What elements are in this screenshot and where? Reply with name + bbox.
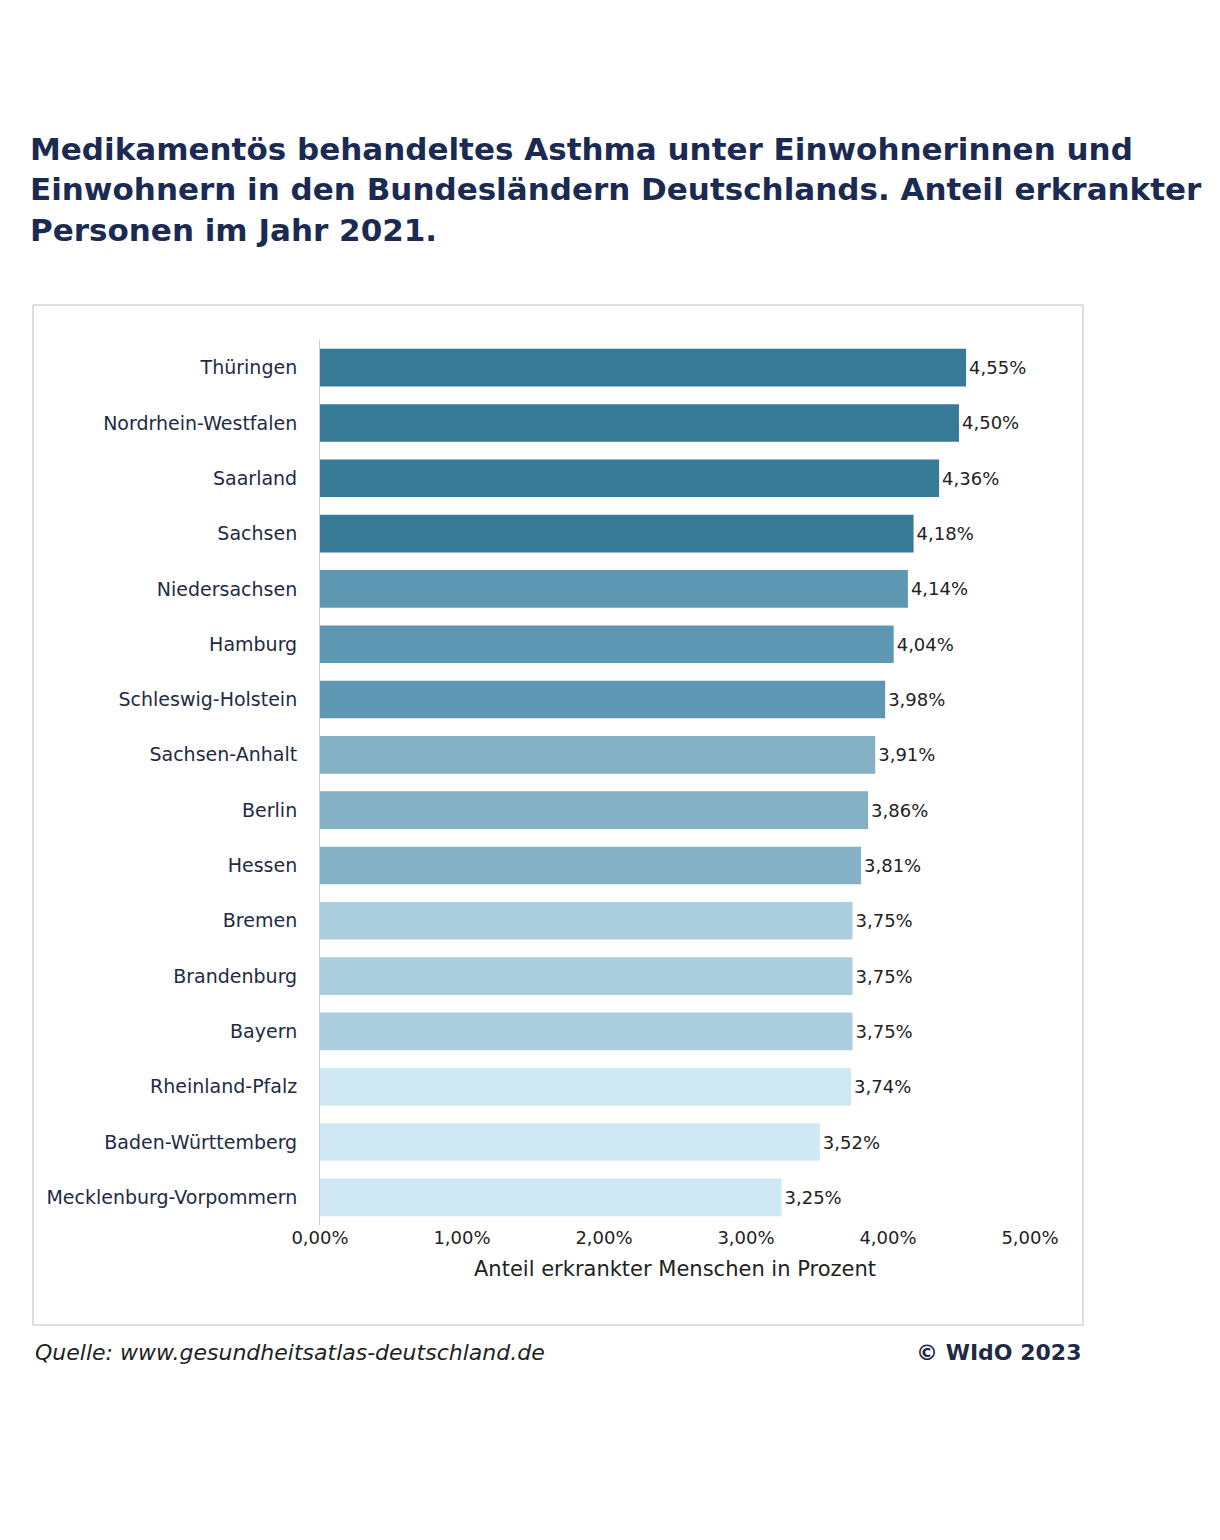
svg-text:Medikamentös behandeltes Asthm: Medikamentös behandeltes Asthma unter Ei… [30, 131, 1202, 248]
svg-text:4,55%: 4,55% [969, 357, 1026, 378]
svg-text:Baden-Württemberg: Baden-Württemberg [104, 1131, 297, 1153]
svg-text:3,98%: 3,98% [888, 689, 945, 710]
svg-text:Anteil erkrankter Menschen in: Anteil erkrankter Menschen in Prozent [474, 1257, 876, 1281]
svg-text:Niedersachsen: Niedersachsen [157, 578, 297, 600]
svg-text:3,75%: 3,75% [856, 910, 913, 931]
svg-text:4,14%: 4,14% [911, 578, 968, 599]
svg-text:4,00%: 4,00% [859, 1227, 916, 1248]
svg-text:Bremen: Bremen [223, 909, 297, 931]
svg-text:4,04%: 4,04% [897, 634, 954, 655]
svg-text:Mecklenburg-Vorpommern: Mecklenburg-Vorpommern [46, 1186, 297, 1208]
svg-text:0,00%: 0,00% [291, 1227, 348, 1248]
svg-text:Saarland: Saarland [213, 467, 297, 489]
svg-text:2,00%: 2,00% [575, 1227, 632, 1248]
svg-text:Quelle: www.gesundheitsatlas-d: Quelle: www.gesundheitsatlas-deutschland… [35, 1340, 545, 1365]
svg-text:Schleswig-Holstein: Schleswig-Holstein [118, 688, 297, 710]
svg-text:Nordrhein-Westfalen: Nordrhein-Westfalen [103, 412, 297, 434]
svg-text:3,75%: 3,75% [856, 1021, 913, 1042]
svg-text:3,25%: 3,25% [785, 1187, 842, 1208]
svg-text:Thüringen: Thüringen [200, 356, 298, 378]
svg-text:1,00%: 1,00% [433, 1227, 490, 1248]
svg-text:3,74%: 3,74% [854, 1076, 911, 1097]
svg-text:Hamburg: Hamburg [209, 633, 297, 655]
svg-text:3,86%: 3,86% [871, 800, 928, 821]
svg-text:4,50%: 4,50% [962, 412, 1019, 433]
svg-text:Sachsen-Anhalt: Sachsen-Anhalt [149, 743, 297, 765]
svg-text:Hessen: Hessen [228, 854, 298, 876]
svg-text:3,52%: 3,52% [823, 1132, 880, 1153]
svg-text:© WIdO 2023: © WIdO 2023 [916, 1340, 1081, 1365]
svg-text:3,91%: 3,91% [878, 744, 935, 765]
svg-text:4,36%: 4,36% [942, 468, 999, 489]
svg-text:Bayern: Bayern [230, 1020, 297, 1042]
svg-text:3,75%: 3,75% [856, 966, 913, 987]
svg-text:Rheinland-Pfalz: Rheinland-Pfalz [150, 1075, 297, 1097]
svg-text:3,81%: 3,81% [864, 855, 921, 876]
svg-text:3,00%: 3,00% [717, 1227, 774, 1248]
svg-text:Brandenburg: Brandenburg [173, 965, 297, 987]
svg-text:5,00%: 5,00% [1001, 1227, 1058, 1248]
svg-text:Sachsen: Sachsen [217, 522, 297, 544]
svg-text:4,18%: 4,18% [917, 523, 974, 544]
svg-text:Berlin: Berlin [242, 799, 297, 821]
